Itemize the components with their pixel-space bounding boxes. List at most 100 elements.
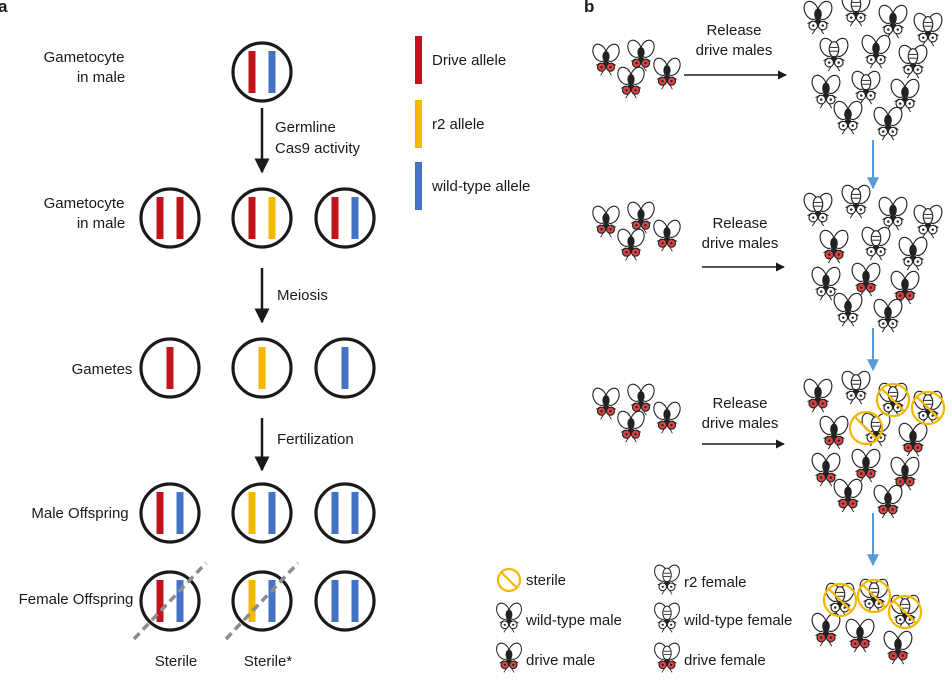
release-label-2b: drive males	[702, 235, 779, 252]
wild-type-male-fly-icon	[873, 106, 903, 141]
wild-type-female-fly-icon	[841, 0, 871, 27]
sterile-slash	[500, 571, 518, 589]
wild-type-male-fly-icon	[811, 266, 841, 301]
row-label-gametocyte-1b: in male	[77, 69, 125, 86]
drive-allele-bar	[156, 580, 164, 622]
drive-male-fly-icon	[496, 642, 522, 673]
gametocyte-2-row	[139, 187, 376, 249]
drive-allele-bar	[156, 492, 164, 534]
drive-legend-swatch	[415, 36, 422, 84]
drive-allele-bar	[248, 197, 256, 239]
sterile-slash	[881, 388, 905, 412]
genotype-ring	[314, 570, 376, 632]
gametocyte2-genotype-3	[314, 187, 376, 249]
drive-male-fly-icon	[653, 57, 681, 90]
sterile-ring	[822, 582, 858, 618]
wild-type-male-fly-icon	[873, 298, 903, 333]
wild-type-male-fly-icon	[833, 292, 863, 327]
gametocyte2-genotype-1	[139, 187, 201, 249]
population-panel	[592, 0, 946, 665]
step-meiosis: Meiosis	[277, 287, 328, 304]
sterile-star-label: Sterile*	[244, 653, 293, 670]
wildtype-allele-bar	[268, 51, 276, 93]
drive-male-fly-icon	[653, 219, 681, 252]
wildtype-legend-swatch	[415, 162, 422, 210]
drive-male-fly-icon	[627, 201, 655, 234]
female-offspring-genotype-3	[314, 570, 376, 632]
sterile-slash	[862, 584, 886, 608]
sterile-slash	[828, 588, 852, 612]
genotype-ring	[139, 482, 201, 544]
wildtype-allele-bar	[268, 580, 276, 622]
sterile-legend-label: sterile	[526, 572, 566, 589]
drive-legend-label: Drive allele	[432, 52, 506, 69]
gametocyte1-genotype-1	[231, 41, 293, 103]
male-offspring-genotype-3	[314, 482, 376, 544]
sterile-slash	[916, 396, 940, 420]
release-label-3b: drive males	[702, 415, 779, 432]
step-fertilization: Fertilization	[277, 431, 354, 448]
male-offspring-row	[139, 482, 376, 544]
drive-male-fly-icon	[627, 39, 655, 72]
wildtype-allele-bar	[331, 492, 339, 534]
drive-male-fly-icon	[592, 387, 620, 420]
genotype-ring	[231, 482, 293, 544]
drive-male-fly-icon	[617, 66, 645, 99]
female-offspring-row	[132, 561, 376, 641]
sterile-ring	[496, 567, 522, 593]
r2-legend-swatch	[415, 100, 422, 148]
male-offspring-genotype-2	[231, 482, 293, 544]
genotype-ring	[139, 187, 201, 249]
row-label-gametocyte-2: Gametocyte	[44, 195, 125, 212]
r2-allele-bar	[248, 492, 256, 534]
drive-allele-bar	[176, 197, 184, 239]
wild-type-male-fly-icon	[861, 34, 891, 69]
r2-female-legend-label: r2 female	[684, 574, 747, 591]
wild-type-female-fly-icon	[913, 12, 943, 47]
sterile-ring	[856, 578, 892, 614]
drive-male-fly-icon	[851, 448, 881, 483]
sterile-label: Sterile	[155, 653, 198, 670]
wild-type-male-fly-icon	[496, 602, 522, 633]
drive-allele-bar	[248, 51, 256, 93]
row-label-male-offspring: Male Offspring	[31, 505, 128, 522]
genotype-ring	[314, 482, 376, 544]
drive-male-fly-icon	[811, 452, 841, 487]
wildtype-legend-label: wild-type allele	[431, 178, 530, 195]
row-label-gametes: Gametes	[72, 361, 133, 378]
wild-type-male-fly-icon	[803, 0, 833, 35]
male-offspring-genotype-1	[139, 482, 201, 544]
wild-type-male-fly-icon	[833, 100, 863, 135]
drive-male-fly-icon	[890, 270, 920, 305]
sterile-ring	[910, 390, 946, 426]
drive-male-fly-icon	[833, 478, 863, 513]
drive-male-fly-icon	[873, 484, 903, 519]
row-label-gametocyte-1: Gametocyte	[44, 49, 125, 66]
gametocyte2-genotype-2	[231, 187, 293, 249]
r2-female-fly-icon	[841, 370, 871, 405]
sterile-slash	[893, 600, 917, 624]
wildtype-allele-bar	[268, 492, 276, 534]
population-legend: sterile wild-type male drive male r2 female…	[496, 564, 792, 673]
release-label-2a: Release	[712, 215, 767, 232]
wildtype-allele-bar	[331, 580, 339, 622]
drive-male-fly-icon	[890, 456, 920, 491]
drive-male-fly-icon	[898, 422, 928, 457]
drive-male-fly-icon	[627, 383, 655, 416]
sterile-strike-line	[132, 561, 208, 641]
drive-male-fly-icon	[845, 618, 875, 653]
wild-type-male-fly-icon	[811, 74, 841, 109]
drive-male-fly-icon	[803, 378, 833, 413]
wild-type-female-fly-icon	[851, 70, 881, 105]
drive-male-fly-icon	[883, 630, 913, 665]
panel-label-a: a	[0, 0, 8, 16]
genotype-ring	[231, 41, 293, 103]
wildtype-allele-bar	[351, 492, 359, 534]
wild-type-female-fly-icon	[913, 204, 943, 239]
drive-allele-bar	[156, 197, 164, 239]
wild-type-female-fly-icon	[898, 44, 928, 79]
wild-type-male-fly-icon	[878, 196, 908, 231]
drive-allele-bar	[331, 197, 339, 239]
wild-type-male-fly-icon	[878, 4, 908, 39]
panel-label-b: b	[584, 0, 594, 16]
